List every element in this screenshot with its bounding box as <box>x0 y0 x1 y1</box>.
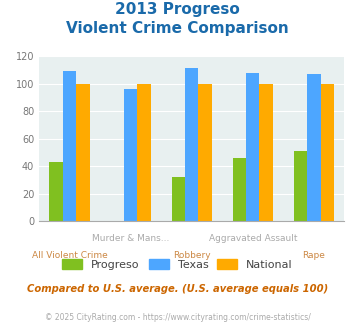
Text: Murder & Mans...: Murder & Mans... <box>92 234 169 243</box>
Bar <box>76 83 90 221</box>
Text: All Violent Crime: All Violent Crime <box>32 251 108 260</box>
Text: Violent Crime Comparison: Violent Crime Comparison <box>66 21 289 36</box>
Legend: Progreso, Texas, National: Progreso, Texas, National <box>58 255 297 274</box>
Bar <box>137 83 151 221</box>
Bar <box>198 83 212 221</box>
Bar <box>171 177 185 221</box>
Text: Rape: Rape <box>302 251 325 260</box>
Text: 2013 Progreso: 2013 Progreso <box>115 2 240 16</box>
Bar <box>321 83 334 221</box>
Bar <box>307 74 321 221</box>
Bar <box>260 83 273 221</box>
Bar <box>233 158 246 221</box>
Bar <box>246 73 260 221</box>
Text: Robbery: Robbery <box>173 251 211 260</box>
Bar <box>124 89 137 221</box>
Text: Compared to U.S. average. (U.S. average equals 100): Compared to U.S. average. (U.S. average … <box>27 284 328 294</box>
Bar <box>49 162 63 221</box>
Text: Aggravated Assault: Aggravated Assault <box>208 234 297 243</box>
Text: © 2025 CityRating.com - https://www.cityrating.com/crime-statistics/: © 2025 CityRating.com - https://www.city… <box>45 314 310 322</box>
Bar <box>185 68 198 221</box>
Bar <box>63 71 76 221</box>
Bar <box>294 151 307 221</box>
